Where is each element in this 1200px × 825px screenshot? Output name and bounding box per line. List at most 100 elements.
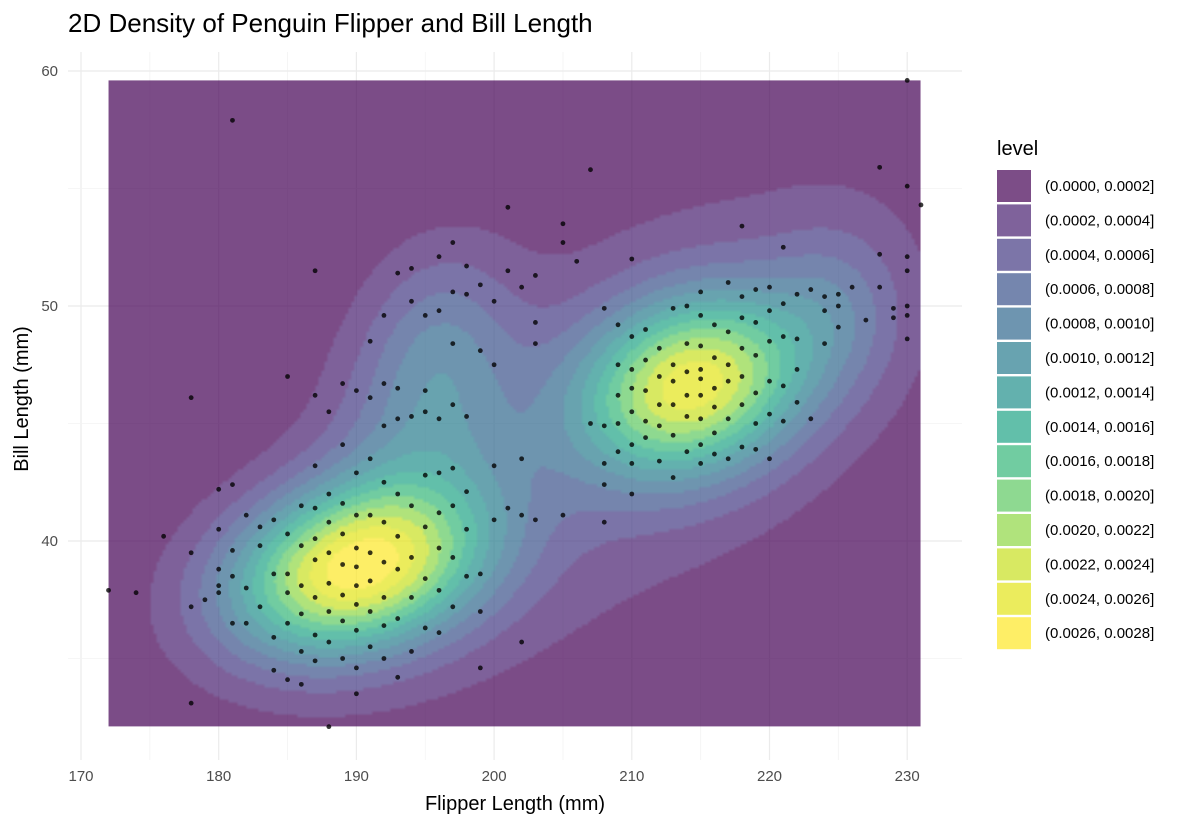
x-tick-label: 200 [482, 768, 507, 785]
legend-swatch [997, 376, 1031, 409]
data-point [409, 503, 414, 509]
data-point [588, 167, 593, 173]
data-point [464, 291, 469, 297]
data-point [395, 270, 401, 276]
data-point [216, 583, 222, 589]
data-point [367, 578, 373, 584]
data-point [505, 268, 511, 274]
data-point [519, 456, 525, 462]
data-point [271, 667, 277, 673]
data-point [643, 388, 648, 393]
data-point [464, 263, 469, 269]
data-point [753, 390, 759, 396]
data-point [753, 287, 759, 292]
legend-swatch [997, 342, 1031, 374]
data-point [698, 461, 704, 466]
data-point [739, 402, 745, 408]
data-point [133, 590, 139, 596]
data-point [285, 590, 290, 596]
y-tick-label: 50 [41, 298, 58, 315]
data-point [739, 294, 745, 299]
data-point [684, 369, 690, 375]
data-point [298, 503, 304, 509]
data-point [767, 456, 772, 462]
data-point [808, 287, 814, 292]
data-point [780, 418, 786, 424]
legend-item: (0.0010, 0.0012] [997, 342, 1154, 374]
data-point [739, 444, 745, 450]
data-point [216, 566, 222, 572]
data-point [918, 202, 924, 208]
data-point [354, 665, 359, 671]
data-point [712, 385, 717, 391]
data-point [519, 639, 525, 645]
legend-item: (0.0006, 0.0008] [997, 273, 1154, 306]
data-point [340, 442, 346, 448]
data-point [395, 674, 401, 680]
data-point [601, 519, 607, 525]
legend-swatch [997, 307, 1031, 340]
data-point [491, 517, 497, 523]
data-point [891, 315, 896, 321]
data-point [725, 329, 731, 335]
data-point [822, 294, 827, 299]
data-point [615, 362, 621, 368]
data-point [684, 414, 690, 419]
data-point [753, 421, 759, 426]
data-point [409, 649, 414, 654]
data-point [464, 526, 469, 532]
data-point [354, 602, 359, 607]
data-point [312, 268, 318, 274]
data-point [767, 338, 772, 344]
legend-item: (0.0020, 0.0022] [997, 514, 1154, 546]
legend-item: (0.0016, 0.0018] [997, 445, 1154, 478]
data-point [574, 258, 580, 264]
legend: level (0.0000, 0.0002] (0.0002, 0.0004] (0… [997, 138, 1154, 650]
data-point [670, 378, 676, 384]
data-point [780, 301, 786, 307]
data-point [230, 482, 235, 487]
data-point [491, 463, 497, 469]
data-point [340, 381, 346, 386]
data-point [326, 609, 332, 614]
data-point [767, 284, 772, 290]
data-point [698, 289, 704, 295]
legend-label: (0.0010, 0.0012] [1045, 350, 1154, 367]
data-point [615, 421, 621, 426]
data-point [533, 320, 538, 325]
data-point [670, 432, 676, 438]
legend-label: (0.0026, 0.0028] [1045, 625, 1154, 642]
data-point [670, 305, 676, 311]
data-point [257, 524, 263, 530]
data-point [230, 573, 235, 579]
data-point [780, 334, 786, 339]
data-point [464, 489, 469, 495]
data-point [904, 78, 910, 83]
data-point [367, 395, 373, 401]
data-point [794, 399, 800, 405]
data-point [436, 545, 442, 551]
data-point [409, 555, 414, 560]
data-point [656, 345, 662, 351]
data-point [285, 531, 290, 537]
legend-item: (0.0012, 0.0014] [997, 376, 1154, 409]
data-point [271, 634, 277, 640]
data-point [477, 609, 483, 614]
x-tick-label: 220 [757, 768, 782, 785]
data-point [298, 543, 304, 549]
data-point [395, 566, 401, 572]
data-point [533, 517, 538, 523]
data-point [230, 620, 235, 626]
legend-label: (0.0020, 0.0022] [1045, 522, 1154, 539]
legend-swatch [997, 582, 1031, 615]
data-point [340, 618, 346, 624]
data-point [409, 266, 414, 271]
data-point [739, 345, 745, 351]
data-point [395, 491, 401, 497]
data-point [477, 571, 483, 577]
data-point [601, 482, 607, 487]
legend-item: (0.0024, 0.0026] [997, 582, 1154, 615]
data-point [161, 533, 167, 539]
legend-label: (0.0016, 0.0018] [1045, 453, 1154, 470]
data-point [904, 183, 910, 189]
